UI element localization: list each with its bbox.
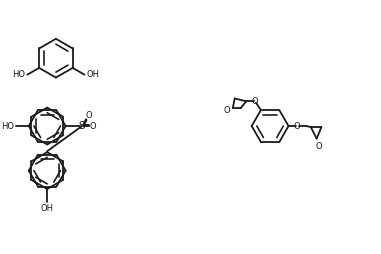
Text: OH: OH [41,204,54,213]
Text: S: S [79,121,85,131]
Text: O: O [223,106,230,115]
Text: O: O [90,121,96,131]
Text: HO: HO [1,121,14,131]
Text: O: O [252,97,258,106]
Text: O: O [294,121,301,131]
Text: HO: HO [13,70,26,79]
Text: OH: OH [86,70,99,79]
Text: O: O [85,111,92,120]
Text: O: O [315,141,322,151]
